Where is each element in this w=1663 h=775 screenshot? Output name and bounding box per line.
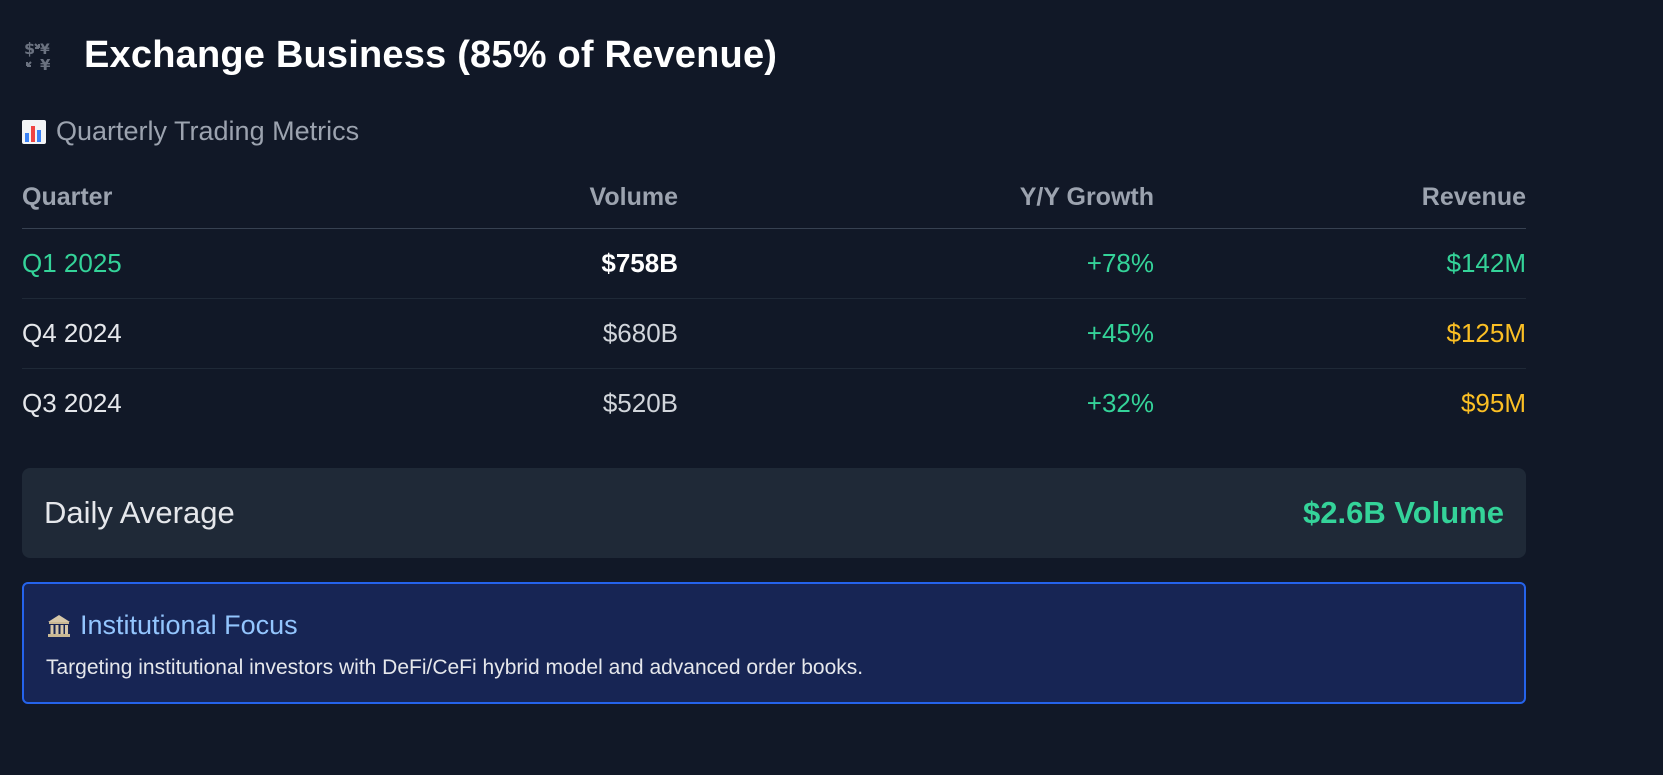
quarter-cell: Q1 2025 [22, 228, 322, 299]
growth-cell: +78% [678, 228, 1154, 299]
table-row: Q3 2024 $520B +32% $95M [22, 369, 1526, 439]
focus-heading: Institutional Focus [46, 610, 298, 641]
column-header-volume: Volume [322, 166, 678, 229]
revenue-cell: $125M [1154, 298, 1526, 369]
growth-cell: +45% [678, 298, 1154, 369]
revenue-cell: $95M [1460, 388, 1526, 418]
svg-text:$: $ [24, 39, 35, 58]
header: $ ¥ ¥ Exchange Business (85% of Revenue) [22, 30, 777, 80]
svg-text:¥: ¥ [40, 56, 51, 72]
volume-cell: $680B [322, 298, 678, 369]
page-title: Exchange Business (85% of Revenue) [84, 33, 778, 76]
column-header-growth: Y/Y Growth [678, 166, 1154, 229]
institutional-focus-card: Institutional Focus Targeting institutio… [22, 582, 1526, 704]
focus-description: Targeting institutional investors with D… [46, 656, 864, 679]
growth-cell: +32% [1086, 388, 1154, 418]
revenue-cell: $142M [1154, 228, 1526, 299]
table-row: Q1 2025 $758B +78% $142M [22, 228, 1526, 299]
volume-cell: $520B [602, 388, 678, 418]
trading-metrics-table: Quarter Volume Y/Y Growth Revenue Q1 202… [22, 166, 1526, 438]
quarter-cell: Q4 2024 [22, 298, 322, 369]
section-title: Quarterly Trading Metrics [56, 116, 360, 146]
section-heading: Quarterly Trading Metrics [22, 116, 359, 147]
table-row: Q4 2024 $680B +45% $125M [22, 298, 1526, 369]
daily-average-label: Daily Average [44, 495, 235, 530]
column-header-quarter: Quarter [22, 166, 322, 229]
table-header-row: Quarter Volume Y/Y Growth Revenue [22, 166, 1526, 229]
daily-average-value: $2.6B Volume [1302, 495, 1504, 530]
quarter-cell: Q3 2024 [22, 388, 122, 418]
currency-exchange-icon: $ ¥ ¥ [22, 37, 58, 73]
focus-title: Institutional Focus [80, 610, 298, 640]
column-header-revenue: Revenue [1154, 166, 1526, 229]
svg-text:¥: ¥ [40, 42, 50, 58]
bank-icon [46, 613, 72, 639]
daily-average-card: Daily Average $2.6B Volume [22, 468, 1526, 558]
bar-chart-icon [22, 119, 46, 144]
volume-cell: $758B [322, 228, 678, 299]
